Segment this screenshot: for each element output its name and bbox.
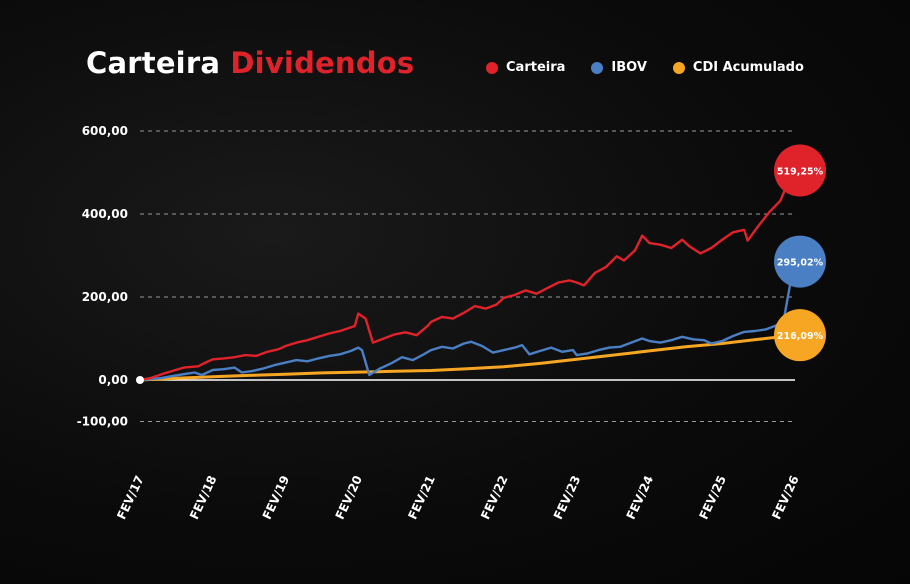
legend-item-cdi: CDI Acumulado [672, 60, 804, 75]
y-tick-label: -100,00 [77, 415, 128, 429]
x-tick-label: FEV/19 [260, 473, 292, 521]
x-tick-label: FEV/26 [769, 473, 801, 521]
x-tick-label: FEV/22 [478, 473, 510, 521]
legend-swatch-carteira [486, 61, 498, 74]
legend-swatch-ibov [591, 61, 604, 74]
y-tick-label: 600,00 [82, 124, 128, 138]
y-tick-label: 400,00 [82, 207, 128, 221]
y-tick-label: 200,00 [82, 290, 128, 304]
x-tick-label: FEV/24 [624, 473, 656, 521]
series-line-carteira [138, 163, 797, 382]
legend-label-ibov: IBOV [611, 60, 647, 75]
chart-title: Carteira Dividendos [86, 46, 414, 80]
y-tick-label: 0,00 [98, 373, 128, 387]
end-bubble-cdi-acumulado [774, 309, 826, 362]
end-label-cdi-acumulado: 216,09% [777, 331, 824, 342]
legend: Carteira IBOV CDI Acumulado [486, 60, 804, 75]
x-tick-label: FEV/20 [333, 473, 365, 521]
title-part2: Dividendos [230, 46, 415, 80]
x-tick-label: FEV/25 [696, 473, 728, 521]
series-line-cdi-acumulado [138, 333, 797, 382]
legend-item-carteira: Carteira [486, 60, 565, 75]
x-tick-label: FEV/17 [114, 473, 146, 521]
end-bubble-ibov [774, 235, 826, 288]
legend-label-cdi: CDI Acumulado [692, 60, 804, 75]
x-tick-label: FEV/18 [187, 473, 219, 521]
legend-swatch-cdi [672, 61, 685, 74]
x-tick-label: FEV/21 [405, 473, 437, 521]
origin-point [136, 376, 144, 384]
series-line-ibov [138, 256, 797, 382]
end-label-carteira: 519,25% [777, 167, 824, 178]
end-bubble-carteira [774, 144, 826, 197]
title-part1: Carteira [86, 46, 221, 80]
x-tick-label: FEV/23 [551, 473, 583, 521]
legend-item-ibov: IBOV [591, 60, 647, 75]
end-label-ibov: 295,02% [777, 258, 824, 269]
legend-label-carteira: Carteira [506, 60, 566, 75]
